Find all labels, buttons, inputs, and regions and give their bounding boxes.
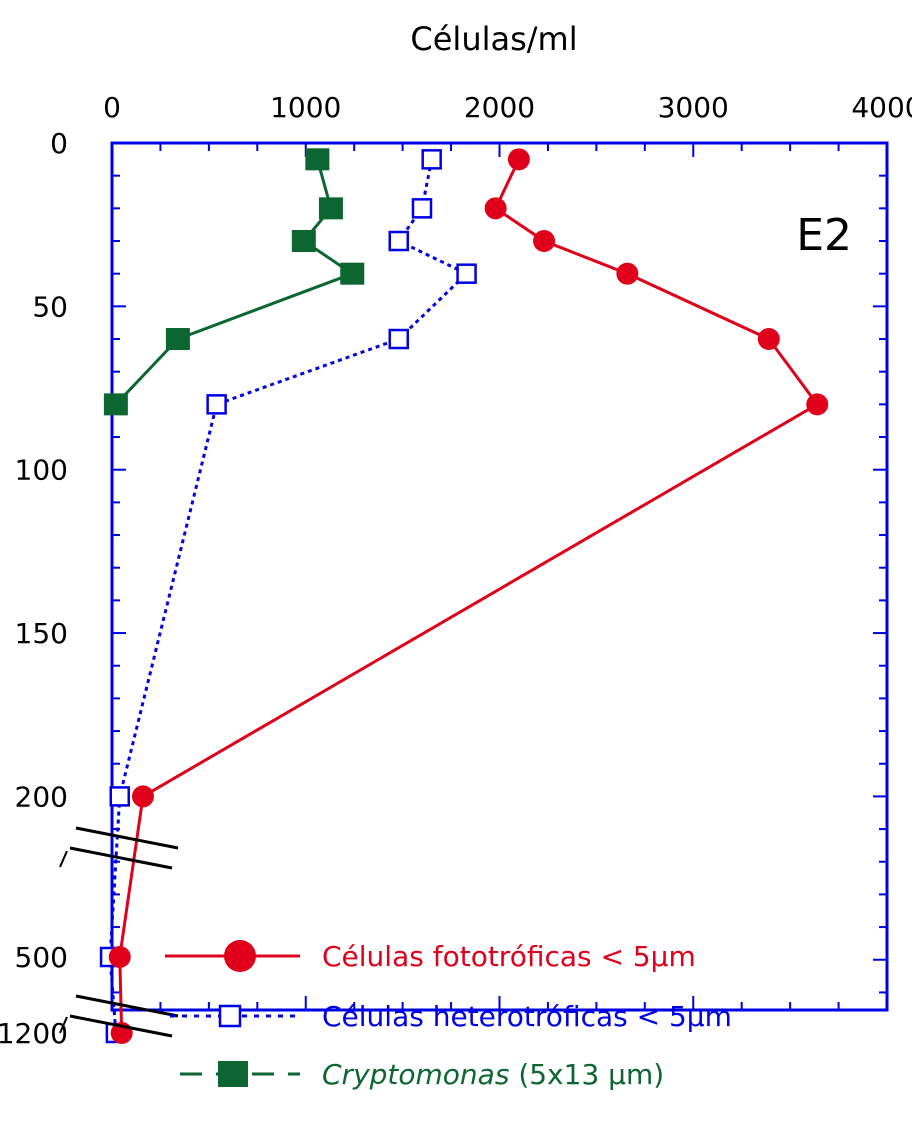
legend-label: Células heterotróficas < 5µm <box>322 1000 732 1033</box>
data-point <box>132 785 154 808</box>
data-point <box>616 262 639 285</box>
series-line <box>118 158 820 1034</box>
series-line <box>108 159 470 1034</box>
data-point <box>388 328 409 350</box>
y-tick-label: 100 <box>15 454 68 487</box>
break-slash <box>59 850 68 868</box>
x-tick-label: 1000 <box>270 91 341 124</box>
panel-label: E2 <box>796 210 852 261</box>
legend-label: Cryptomonas (5x13 µm) <box>322 1058 664 1091</box>
data-point <box>388 230 409 252</box>
legend-item: Células heterotróficas < 5µm <box>170 1000 732 1033</box>
data-point <box>456 263 477 284</box>
legend-label: Células fototróficas < 5µm <box>322 940 696 973</box>
data-point <box>421 149 442 170</box>
data-point <box>411 198 433 219</box>
data-point <box>291 230 316 253</box>
axis-break-marks <box>59 826 179 1038</box>
legend-marker <box>224 940 256 972</box>
series-2 <box>103 148 365 416</box>
break-slash <box>59 1016 68 1034</box>
data-point <box>806 393 829 416</box>
data-point <box>109 786 130 807</box>
x-axis-title: Células/ml <box>410 20 577 58</box>
data-point <box>757 328 780 351</box>
data-point <box>507 148 530 171</box>
y-tick-label: 200 <box>15 780 68 813</box>
y-tick-label: 1200 <box>0 1017 68 1050</box>
data-point <box>206 394 227 415</box>
legend-marker <box>218 1061 248 1087</box>
data-point <box>318 197 343 220</box>
series-layer <box>99 148 829 1044</box>
y-tick-label: 0 <box>50 127 68 160</box>
series-1 <box>99 149 477 1044</box>
legend: Células fototróficas < 5µm Células hetero… <box>165 940 732 1091</box>
x-tick-label: 3000 <box>658 91 729 124</box>
series-0 <box>108 148 829 1044</box>
axis-ticks <box>111 142 888 1010</box>
break-line <box>75 994 179 1018</box>
plot-frame <box>110 141 889 1012</box>
x-tick-label: 0 <box>103 91 121 124</box>
y-tick-label: 150 <box>15 617 68 650</box>
legend-marker <box>218 1004 242 1028</box>
y-tick-labels: 0 50 100 150 200 500 1200 <box>0 127 68 1050</box>
break-line <box>69 846 173 870</box>
break-line <box>75 826 179 850</box>
legend-item: Células fototróficas < 5µm <box>165 940 696 973</box>
data-point <box>484 197 507 220</box>
y-tick-label: 50 <box>32 290 68 323</box>
data-point <box>305 148 330 171</box>
legend-item: Cryptomonas (5x13 µm) <box>180 1058 664 1091</box>
data-point <box>340 262 365 285</box>
data-point <box>103 393 128 416</box>
x-tick-label: 2000 <box>464 91 535 124</box>
data-point <box>533 230 556 253</box>
data-point <box>108 946 131 968</box>
y-tick-label: 500 <box>15 941 68 974</box>
break-line <box>69 1014 173 1038</box>
data-point <box>165 328 190 351</box>
